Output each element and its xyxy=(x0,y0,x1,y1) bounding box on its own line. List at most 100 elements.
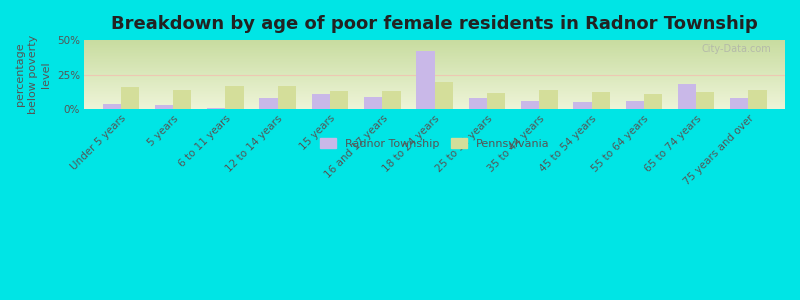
Bar xyxy=(84,103,785,104)
Y-axis label: percentage
below poverty
level: percentage below poverty level xyxy=(15,35,51,114)
Bar xyxy=(84,56,785,57)
Bar xyxy=(678,84,696,109)
Bar xyxy=(84,48,785,49)
Bar xyxy=(382,91,401,109)
Bar xyxy=(84,78,785,79)
Bar xyxy=(84,44,785,45)
Bar xyxy=(84,106,785,107)
Bar xyxy=(84,72,785,73)
Bar xyxy=(84,90,785,91)
Bar xyxy=(84,100,785,101)
Bar xyxy=(84,75,785,76)
Bar xyxy=(84,66,785,67)
Bar xyxy=(155,105,173,109)
Bar xyxy=(748,90,766,109)
Bar xyxy=(84,52,785,53)
Bar xyxy=(84,46,785,47)
Bar xyxy=(364,97,382,109)
Bar xyxy=(84,86,785,87)
Bar xyxy=(84,59,785,60)
Bar xyxy=(487,93,506,109)
Bar xyxy=(84,81,785,82)
Bar xyxy=(84,99,785,100)
Bar xyxy=(521,101,539,109)
Bar xyxy=(626,101,644,109)
Bar xyxy=(84,69,785,70)
Bar xyxy=(84,79,785,80)
Bar xyxy=(84,83,785,84)
Bar xyxy=(469,98,487,109)
Bar xyxy=(84,105,785,106)
Bar xyxy=(84,60,785,61)
Bar xyxy=(84,89,785,90)
Title: Breakdown by age of poor female residents in Radnor Township: Breakdown by age of poor female resident… xyxy=(111,15,758,33)
Bar xyxy=(84,61,785,62)
Bar xyxy=(84,57,785,58)
Bar xyxy=(84,98,785,99)
Bar xyxy=(84,64,785,65)
Bar xyxy=(84,40,785,41)
Bar xyxy=(591,92,610,109)
Bar xyxy=(84,53,785,54)
Bar xyxy=(696,92,714,109)
Bar xyxy=(84,63,785,64)
Bar xyxy=(84,88,785,89)
Bar xyxy=(121,87,139,109)
Bar xyxy=(226,86,244,109)
Bar xyxy=(84,82,785,83)
Bar xyxy=(84,76,785,77)
Bar xyxy=(84,58,785,59)
Bar xyxy=(84,92,785,93)
Bar xyxy=(84,62,785,63)
Bar xyxy=(84,47,785,48)
Bar xyxy=(84,102,785,103)
Bar xyxy=(730,98,748,109)
Bar xyxy=(84,70,785,71)
Bar xyxy=(84,85,785,86)
Bar xyxy=(539,90,558,109)
Bar xyxy=(330,91,348,109)
Bar xyxy=(84,54,785,55)
Bar xyxy=(84,104,785,105)
Bar xyxy=(84,71,785,72)
Bar xyxy=(84,50,785,51)
Bar xyxy=(84,74,785,75)
Bar xyxy=(644,94,662,109)
Bar xyxy=(278,86,296,109)
Bar xyxy=(84,101,785,102)
Bar xyxy=(84,107,785,108)
Bar xyxy=(84,94,785,95)
Bar xyxy=(84,68,785,69)
Bar xyxy=(84,49,785,50)
Bar xyxy=(84,41,785,42)
Bar xyxy=(84,93,785,94)
Bar xyxy=(84,96,785,97)
Bar xyxy=(416,51,434,109)
Bar xyxy=(84,51,785,52)
Bar xyxy=(84,95,785,96)
Bar xyxy=(84,61,785,62)
Bar xyxy=(84,80,785,81)
Bar xyxy=(207,108,226,109)
Bar xyxy=(84,42,785,43)
Bar xyxy=(84,55,785,56)
Bar xyxy=(312,94,330,109)
Text: City-Data.com: City-Data.com xyxy=(702,44,771,54)
Bar xyxy=(84,77,785,78)
Bar xyxy=(84,65,785,66)
Bar xyxy=(173,90,191,109)
Bar xyxy=(259,98,278,109)
Bar xyxy=(434,82,453,109)
Legend: Radnor Township, Pennsylvania: Radnor Township, Pennsylvania xyxy=(315,134,554,153)
Bar xyxy=(84,91,785,92)
Bar xyxy=(574,102,591,109)
Bar xyxy=(84,97,785,98)
Bar xyxy=(84,43,785,44)
Bar xyxy=(84,108,785,109)
Bar xyxy=(84,45,785,46)
Bar xyxy=(84,87,785,88)
Bar xyxy=(84,67,785,68)
Bar xyxy=(102,104,121,109)
Bar xyxy=(84,84,785,85)
Bar xyxy=(84,73,785,74)
